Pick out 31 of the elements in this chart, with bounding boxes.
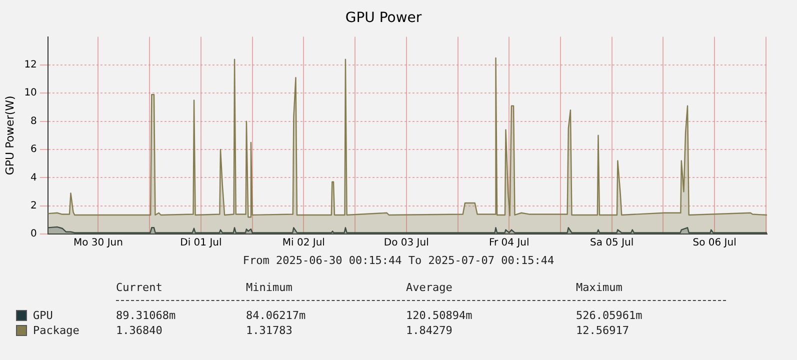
text: Minimum bbox=[246, 281, 294, 294]
y-tick-label: 4 bbox=[30, 172, 37, 184]
legend-label: GPU bbox=[33, 309, 53, 322]
text: Current bbox=[116, 281, 164, 294]
x-tick-label: Mi 02 Jul bbox=[282, 238, 325, 249]
y-tick-label: 0 bbox=[30, 228, 37, 240]
text: 1.31783 bbox=[246, 324, 294, 337]
y-tick-label: 12 bbox=[24, 60, 37, 71]
y-tick-label: 8 bbox=[30, 116, 37, 127]
text: 89.31068m bbox=[116, 309, 177, 322]
text: 120.50894m bbox=[406, 309, 474, 322]
y-tick-label: 10 bbox=[24, 88, 37, 99]
text: 1.84279 bbox=[406, 324, 454, 337]
y-axis-title: GPU Power(W) bbox=[3, 96, 16, 176]
text: 1.36840 bbox=[116, 324, 164, 337]
x-tick-label: So 06 Jul bbox=[692, 238, 736, 249]
text: From 2025-06-30 00:15:44 To 2025-07-07 00:15:44 bbox=[242, 254, 556, 267]
y-tick-label: 2 bbox=[30, 200, 37, 212]
text: 84.06217m bbox=[246, 309, 307, 322]
y-tick-label: 6 bbox=[30, 144, 37, 156]
x-tick-label: Mo 30 Jun bbox=[73, 238, 123, 249]
text: 12.56917 bbox=[576, 324, 630, 337]
x-tick-label: Fr 04 Jul bbox=[488, 238, 530, 249]
x-tick-label: Do 03 Jul bbox=[384, 238, 429, 249]
chart-title: GPU Power bbox=[345, 10, 422, 26]
text: 526.05961m bbox=[576, 309, 644, 322]
x-tick-label: Di 01 Jul bbox=[180, 238, 222, 249]
x-tick-label: Sa 05 Jul bbox=[590, 238, 634, 249]
legend-label: Package bbox=[33, 324, 80, 337]
text: Maximum bbox=[576, 281, 624, 294]
text: Average bbox=[406, 281, 454, 294]
